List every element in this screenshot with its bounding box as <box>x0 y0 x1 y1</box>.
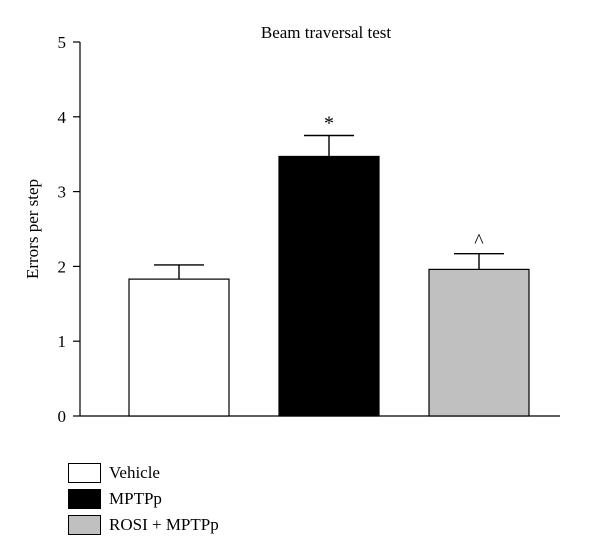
y-tick-label: 0 <box>58 407 67 426</box>
y-tick-label: 2 <box>58 257 67 276</box>
significance-marker: * <box>324 113 334 135</box>
legend-label-rosi-mptpp: ROSI + MPTPp <box>109 515 219 534</box>
bar <box>278 155 380 417</box>
significance-marker: ^ <box>474 231 484 253</box>
legend-item-rosi-mptpp: ROSI + MPTPp <box>68 512 219 538</box>
chart-title: Beam traversal test <box>261 23 392 42</box>
y-tick-label: 4 <box>58 108 67 127</box>
y-axis-label: Errors per step <box>23 179 42 279</box>
legend-swatch-vehicle <box>68 463 101 483</box>
bar <box>128 278 230 417</box>
legend: Vehicle MPTPp ROSI + MPTPp <box>68 460 219 538</box>
y-tick-label: 5 <box>58 33 67 52</box>
bars: *^ <box>128 113 530 417</box>
y-tick-label: 1 <box>58 332 67 351</box>
legend-item-mptpp: MPTPp <box>68 486 219 512</box>
bar <box>428 268 530 417</box>
y-tick-label: 3 <box>58 183 67 202</box>
legend-swatch-rosi-mptpp <box>68 515 101 535</box>
legend-swatch-mptpp <box>68 489 101 509</box>
legend-label-mptpp: MPTPp <box>109 489 162 508</box>
legend-item-vehicle: Vehicle <box>68 460 219 486</box>
legend-label-vehicle: Vehicle <box>109 463 160 482</box>
